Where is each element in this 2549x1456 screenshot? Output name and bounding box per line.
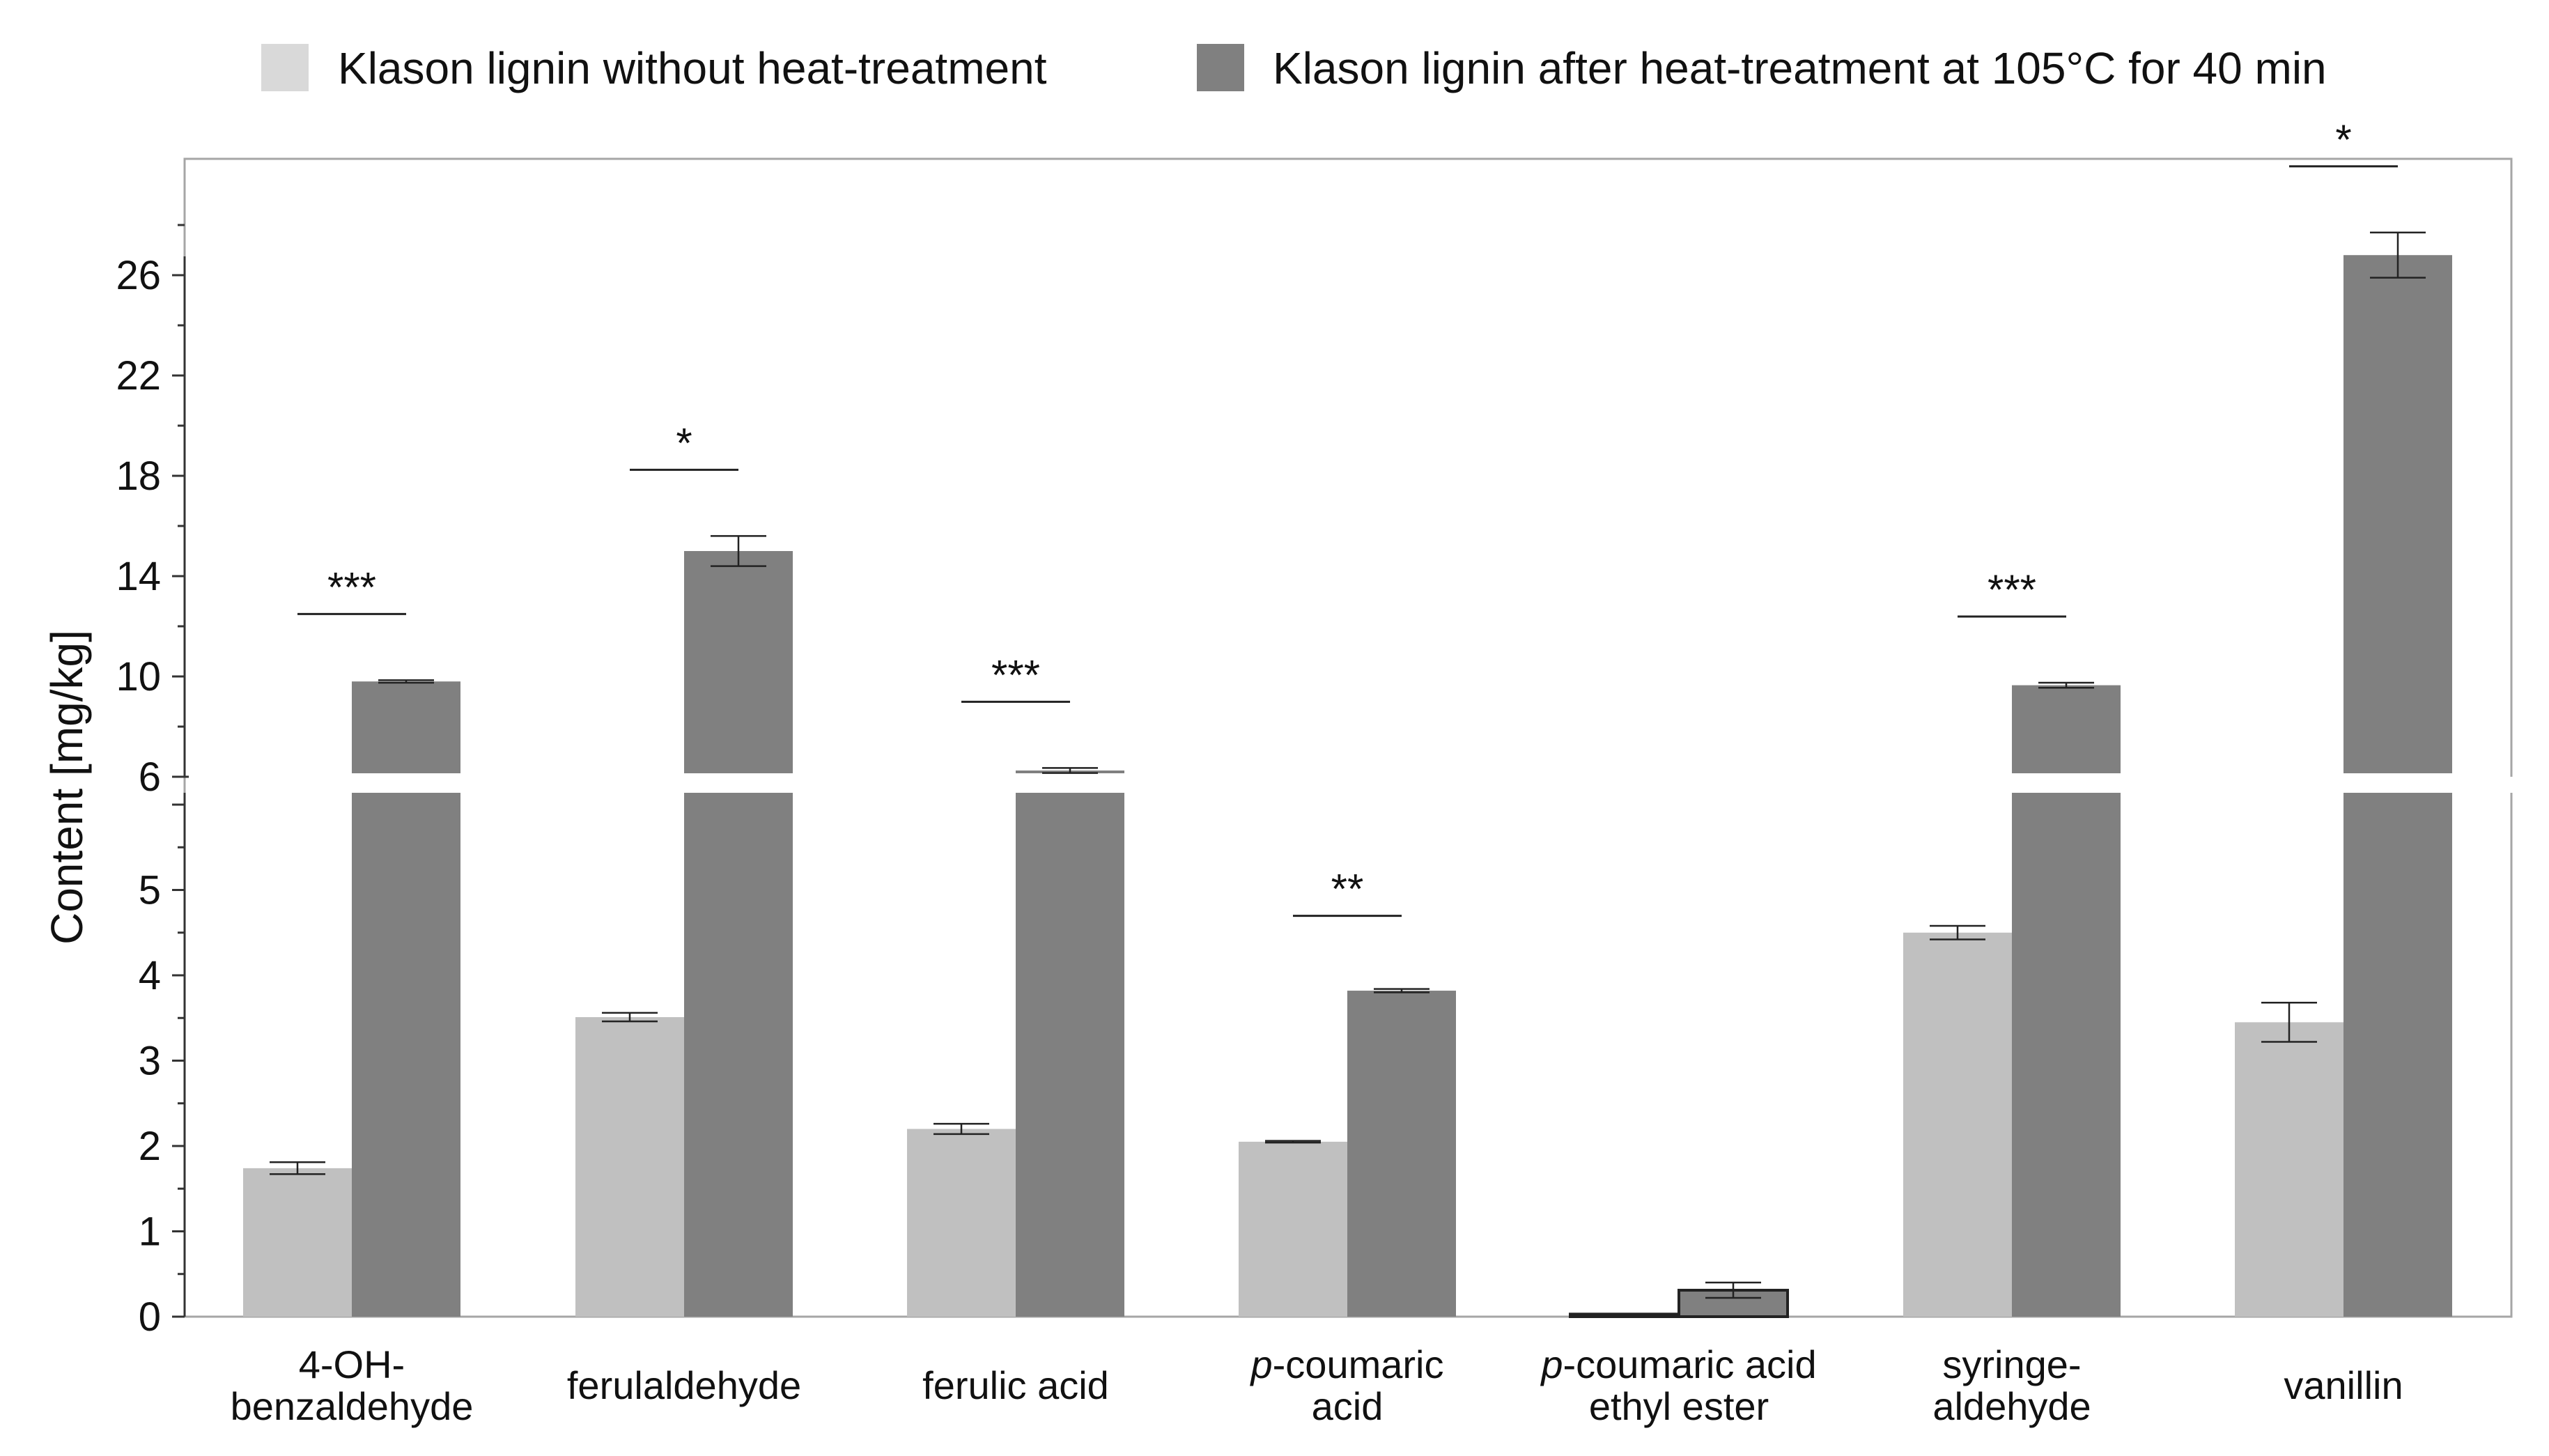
bar-treated <box>684 551 793 1317</box>
bar-segment-lower <box>2343 793 2452 1317</box>
bar-segment <box>907 1129 1016 1317</box>
bar-segment-upper <box>352 681 460 773</box>
legend-item: Klason lignin without heat-treatment <box>261 43 1047 93</box>
upper-tick-label: 10 <box>116 654 161 699</box>
bar-segment-upper <box>2012 685 2121 773</box>
bar-untreated <box>575 1017 684 1317</box>
category-label: benzaldehyde <box>231 1384 474 1428</box>
error-bar <box>270 1161 325 1175</box>
break-gap-right <box>2504 777 2518 793</box>
bar-untreated <box>907 1129 1016 1317</box>
bar-segment <box>575 1017 684 1317</box>
category-label: ethyl ester <box>1589 1384 1769 1428</box>
legend-swatch <box>261 44 309 91</box>
category-label: vanillin <box>2284 1363 2403 1407</box>
bar-segment <box>1239 1141 1347 1317</box>
legend-label: Klason lignin after heat-treatment at 10… <box>1273 43 2327 93</box>
category-label: p-coumaric acid <box>1540 1342 1816 1386</box>
error-bar <box>1374 988 1430 993</box>
bar-treated <box>1347 991 1456 1317</box>
category-label: ferulic acid <box>922 1363 1109 1407</box>
bar-treated <box>1016 770 1124 1317</box>
significance-stars: *** <box>1988 566 2036 613</box>
category-label-italic: p <box>1540 1342 1563 1386</box>
bar-segment-lower <box>2012 793 2121 1317</box>
bar-segment <box>1347 991 1456 1317</box>
error-bar <box>711 535 766 567</box>
significance-markers: ************* <box>297 116 2398 917</box>
error-bar <box>378 679 434 684</box>
category-labels: 4-OH-benzaldehyde ferulaldehyde ferulic ac… <box>231 1342 2403 1428</box>
error-bar <box>1930 924 1985 940</box>
y-axes: 0 1 2 3 4 5 6 10 14 18 22 26 <box>116 224 2518 1340</box>
upper-tick-label: 26 <box>116 253 161 298</box>
bar-segment-upper <box>2343 255 2452 773</box>
bar-segment <box>2235 1022 2343 1317</box>
bar-untreated <box>1903 932 2012 1317</box>
bar-untreated <box>1239 1141 1347 1317</box>
error-bar <box>1042 767 1098 774</box>
legend-label: Klason lignin without heat-treatment <box>338 43 1047 93</box>
bar-segment-lower <box>1016 793 1124 1317</box>
error-bar <box>1597 1312 1652 1316</box>
lower-tick-label: 0 <box>139 1294 161 1340</box>
bar-segment-lower <box>352 793 460 1317</box>
bar-treated <box>2343 255 2452 1317</box>
legend-item: Klason lignin after heat-treatment at 10… <box>1197 43 2327 93</box>
category-label-text: -coumaric <box>1273 1342 1444 1386</box>
error-bar <box>602 1012 658 1023</box>
category-label: 4-OH- <box>299 1342 405 1386</box>
bar-segment-lower <box>684 793 793 1317</box>
error-bar <box>1265 1140 1321 1144</box>
error-bars <box>270 231 2426 1316</box>
error-bar <box>2370 231 2426 279</box>
upper-tick-label: 22 <box>116 353 161 398</box>
category-label: syringe- <box>1942 1342 2081 1386</box>
upper-tick-label: 6 <box>139 754 161 800</box>
category-label: p-coumaric <box>1250 1342 1444 1386</box>
significance-stars: *** <box>327 564 376 610</box>
bar-segment-upper <box>684 551 793 773</box>
upper-tick-label: 14 <box>116 554 161 599</box>
significance-stars: *** <box>991 651 1040 698</box>
lower-tick-label: 4 <box>139 953 161 998</box>
category-label: acid <box>1312 1384 1384 1428</box>
bar-treated <box>352 681 460 1317</box>
category-label: ferulaldehyde <box>567 1363 801 1407</box>
legend-swatch <box>1197 44 1244 91</box>
bar-treated <box>2012 685 2121 1317</box>
significance-stars: ** <box>1331 866 1364 913</box>
significance-stars: * <box>676 419 692 466</box>
bar-segment <box>243 1168 352 1317</box>
lower-tick-label: 2 <box>139 1124 161 1169</box>
legend: Klason lignin without heat-treatment Klas… <box>261 43 2327 93</box>
error-bar <box>933 1122 989 1136</box>
y-axis-title: Content [mg/kg] <box>42 630 92 945</box>
bar-segment <box>1903 932 2012 1317</box>
lower-tick-label: 3 <box>139 1039 161 1084</box>
category-label-text: -coumaric acid <box>1563 1342 1817 1386</box>
category-label-italic: p <box>1250 1342 1273 1386</box>
bar-untreated <box>243 1168 352 1317</box>
error-bar <box>1705 1281 1761 1299</box>
error-bar <box>2261 1001 2317 1043</box>
error-bar <box>2038 681 2094 689</box>
lower-tick-label: 1 <box>139 1209 161 1255</box>
upper-tick-label: 18 <box>116 454 161 499</box>
significance-stars: * <box>2335 116 2351 163</box>
lower-tick-label: 5 <box>139 868 161 913</box>
bars <box>243 255 2452 1319</box>
category-label: aldehyde <box>1932 1384 2091 1428</box>
bar-untreated <box>2235 1022 2343 1317</box>
